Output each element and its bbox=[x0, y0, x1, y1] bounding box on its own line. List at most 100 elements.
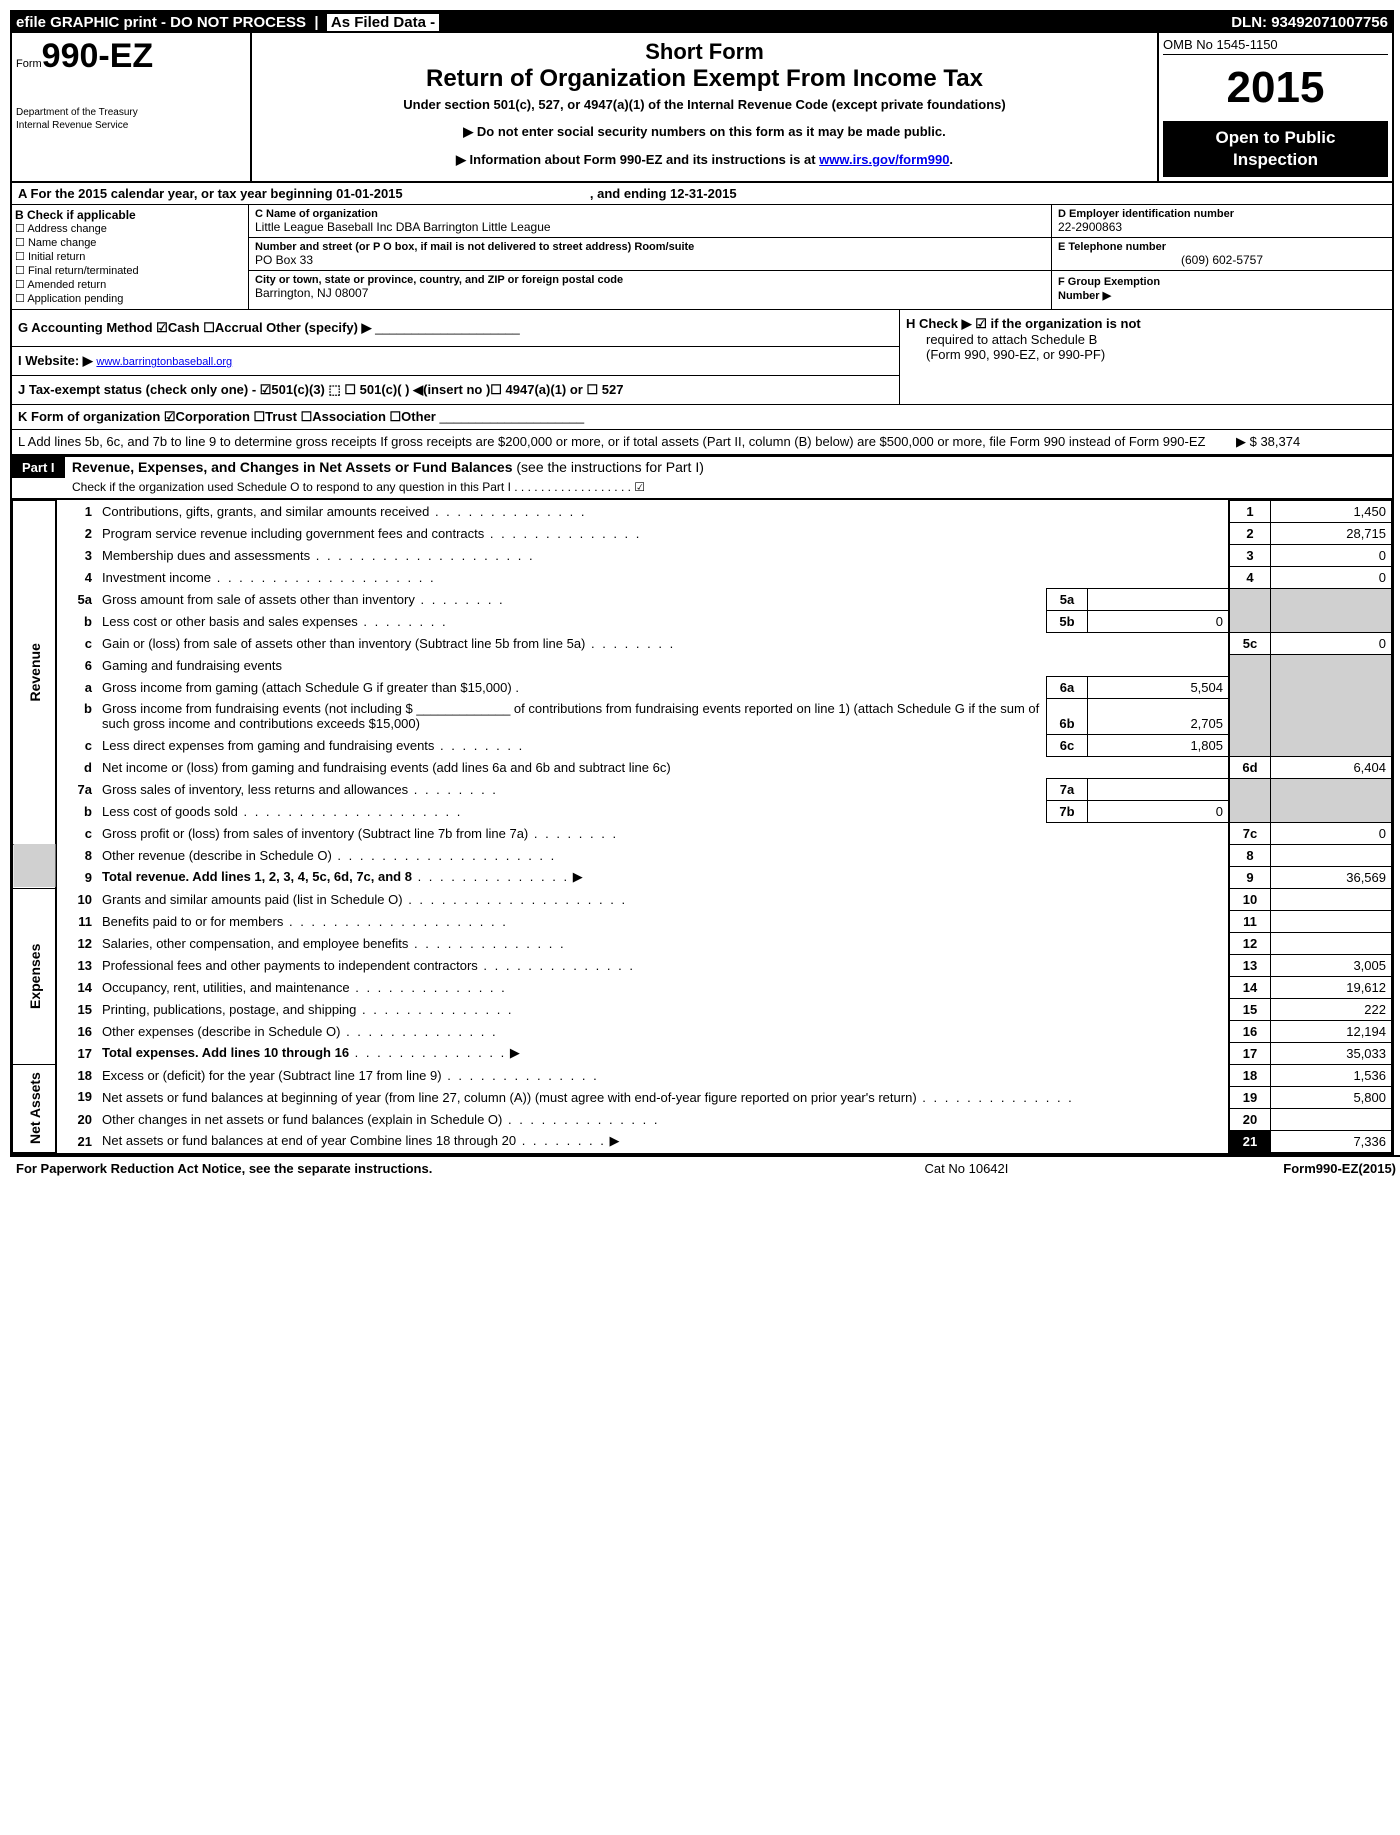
expenses-rotated-label: Expenses bbox=[13, 888, 57, 1064]
l13-endnum: 13 bbox=[1229, 954, 1271, 976]
l20-endval bbox=[1271, 1108, 1392, 1130]
l6a-num: a bbox=[56, 676, 97, 698]
l19-num: 19 bbox=[56, 1086, 97, 1108]
footer-row: For Paperwork Reduction Act Notice, see … bbox=[10, 1155, 1400, 1180]
l7c-num: c bbox=[56, 822, 97, 844]
l1-endnum: 1 bbox=[1229, 501, 1271, 523]
l5ab-shade-val bbox=[1271, 589, 1392, 633]
cb-initial-return[interactable]: Initial return bbox=[28, 251, 85, 263]
l13-num: 13 bbox=[56, 954, 97, 976]
line-h: H Check ▶ ☑ if the organization is not r… bbox=[900, 310, 1392, 404]
l6c-subval: 1,805 bbox=[1088, 734, 1230, 756]
top-bar: efile GRAPHIC print - DO NOT PROCESS | A… bbox=[12, 12, 1392, 33]
l7a-subval bbox=[1088, 778, 1230, 800]
netassets-rotated-label: Net Assets bbox=[13, 1064, 57, 1152]
phone-value: (609) 602-5757 bbox=[1058, 253, 1386, 267]
city-value: Barrington, NJ 08007 bbox=[255, 286, 1045, 300]
l9-endval: 36,569 bbox=[1271, 866, 1392, 888]
section-def: D Employer identification number 22-2900… bbox=[1051, 205, 1392, 309]
l21-num: 21 bbox=[56, 1130, 97, 1152]
l6d-endnum: 6d bbox=[1229, 756, 1271, 778]
l5b-subnum: 5b bbox=[1047, 611, 1088, 633]
l11-endval bbox=[1271, 910, 1392, 932]
l7c-endval: 0 bbox=[1271, 822, 1392, 844]
dept-irs: Internal Revenue Service bbox=[16, 119, 246, 132]
l14-num: 14 bbox=[56, 976, 97, 998]
l8-desc: Other revenue (describe in Schedule O) bbox=[102, 848, 332, 863]
dln-text: DLN: 93492071007756 bbox=[1231, 14, 1388, 31]
l10-endnum: 10 bbox=[1229, 888, 1271, 910]
line-l-text: L Add lines 5b, 6c, and 7b to line 9 to … bbox=[18, 434, 1226, 450]
header-left: Form990-EZ Department of the Treasury In… bbox=[12, 33, 252, 181]
cb-final-return[interactable]: Final return/terminated bbox=[28, 265, 139, 277]
org-name-label: C Name of organization bbox=[255, 208, 1045, 220]
l5c-num: c bbox=[56, 633, 97, 655]
line-k-text: K Form of organization ☑Corporation ☐Tru… bbox=[18, 409, 436, 424]
line-i-label: I Website: ▶ bbox=[18, 353, 93, 368]
l2-num: 2 bbox=[56, 523, 97, 545]
l9-num: 9 bbox=[56, 866, 97, 888]
note-info: ▶ Information about Form 990-EZ and its … bbox=[262, 152, 1147, 168]
l3-num: 3 bbox=[56, 545, 97, 567]
l5a-num: 5a bbox=[56, 589, 97, 611]
l6a-subnum: 6a bbox=[1047, 676, 1088, 698]
line-a: A For the 2015 calendar year, or tax yea… bbox=[12, 183, 1392, 205]
l2-endval: 28,715 bbox=[1271, 523, 1392, 545]
l19-endval: 5,800 bbox=[1271, 1086, 1392, 1108]
l6c-num: c bbox=[56, 734, 97, 756]
l7-shade-num bbox=[1229, 778, 1271, 822]
cb-address-change[interactable]: Address change bbox=[27, 223, 107, 235]
l14-desc: Occupancy, rent, utilities, and maintena… bbox=[102, 980, 350, 995]
l7-shade-val bbox=[1271, 778, 1392, 822]
l8-endnum: 8 bbox=[1229, 844, 1271, 866]
l1-num: 1 bbox=[56, 501, 97, 523]
tax-year: 2015 bbox=[1163, 63, 1388, 113]
l6b-desc: Gross income from fundraising events (no… bbox=[97, 698, 1047, 734]
line-a-begin: A For the 2015 calendar year, or tax yea… bbox=[18, 186, 403, 201]
l8-num: 8 bbox=[56, 844, 97, 866]
l7c-desc: Gross profit or (loss) from sales of inv… bbox=[102, 826, 528, 841]
l16-num: 16 bbox=[56, 1020, 97, 1042]
l15-num: 15 bbox=[56, 998, 97, 1020]
street-value: PO Box 33 bbox=[255, 253, 1045, 267]
rev-spacer bbox=[13, 844, 57, 888]
line-h-3: (Form 990, 990-EZ, or 990-PF) bbox=[906, 347, 1386, 362]
header-row: Form990-EZ Department of the Treasury In… bbox=[12, 33, 1392, 183]
l4-endnum: 4 bbox=[1229, 567, 1271, 589]
l21-endval: 7,336 bbox=[1271, 1130, 1392, 1152]
line-h-2: required to attach Schedule B bbox=[906, 332, 1386, 347]
section-b: B Check if applicable ☐ Address change ☐… bbox=[12, 205, 249, 309]
l8-endval bbox=[1271, 844, 1392, 866]
section-b-header: B Check if applicable bbox=[15, 208, 245, 222]
form-number: 990-EZ bbox=[42, 37, 154, 75]
l21-endnum: 21 bbox=[1229, 1130, 1271, 1152]
l20-num: 20 bbox=[56, 1108, 97, 1130]
l15-endnum: 15 bbox=[1229, 998, 1271, 1020]
open-public-1: Open to Public bbox=[1165, 127, 1386, 149]
line-g: G Accounting Method ☑Cash ☐Accrual Other… bbox=[18, 320, 372, 335]
ein-value: 22-2900863 bbox=[1058, 220, 1386, 234]
l20-endnum: 20 bbox=[1229, 1108, 1271, 1130]
title-return: Return of Organization Exempt From Incom… bbox=[262, 65, 1147, 93]
l7b-subnum: 7b bbox=[1047, 800, 1088, 822]
org-name: Little League Baseball Inc DBA Barringto… bbox=[255, 220, 1045, 234]
l18-num: 18 bbox=[56, 1064, 97, 1086]
l7a-num: 7a bbox=[56, 778, 97, 800]
part1-title-paren: (see the instructions for Part I) bbox=[516, 459, 704, 475]
irs-link[interactable]: www.irs.gov/form990 bbox=[819, 152, 949, 167]
cb-application-pending[interactable]: Application pending bbox=[27, 293, 123, 305]
l1-endval: 1,450 bbox=[1271, 501, 1392, 523]
l5b-desc: Less cost or other basis and sales expen… bbox=[102, 614, 358, 629]
l2-desc: Program service revenue including govern… bbox=[102, 526, 484, 541]
part1-title: Revenue, Expenses, and Changes in Net As… bbox=[72, 459, 513, 475]
l6c-desc: Less direct expenses from gaming and fun… bbox=[102, 738, 434, 753]
line-k: K Form of organization ☑Corporation ☐Tru… bbox=[12, 405, 1392, 430]
l15-desc: Printing, publications, postage, and shi… bbox=[102, 1002, 356, 1017]
cb-name-change[interactable]: Name change bbox=[28, 237, 97, 249]
website-link[interactable]: www.barringtonbaseball.org bbox=[96, 356, 232, 368]
l5c-endnum: 5c bbox=[1229, 633, 1271, 655]
l2-endnum: 2 bbox=[1229, 523, 1271, 545]
section-bcd-row: B Check if applicable ☐ Address change ☐… bbox=[12, 205, 1392, 310]
l5a-subnum: 5a bbox=[1047, 589, 1088, 611]
cb-amended-return[interactable]: Amended return bbox=[27, 279, 106, 291]
